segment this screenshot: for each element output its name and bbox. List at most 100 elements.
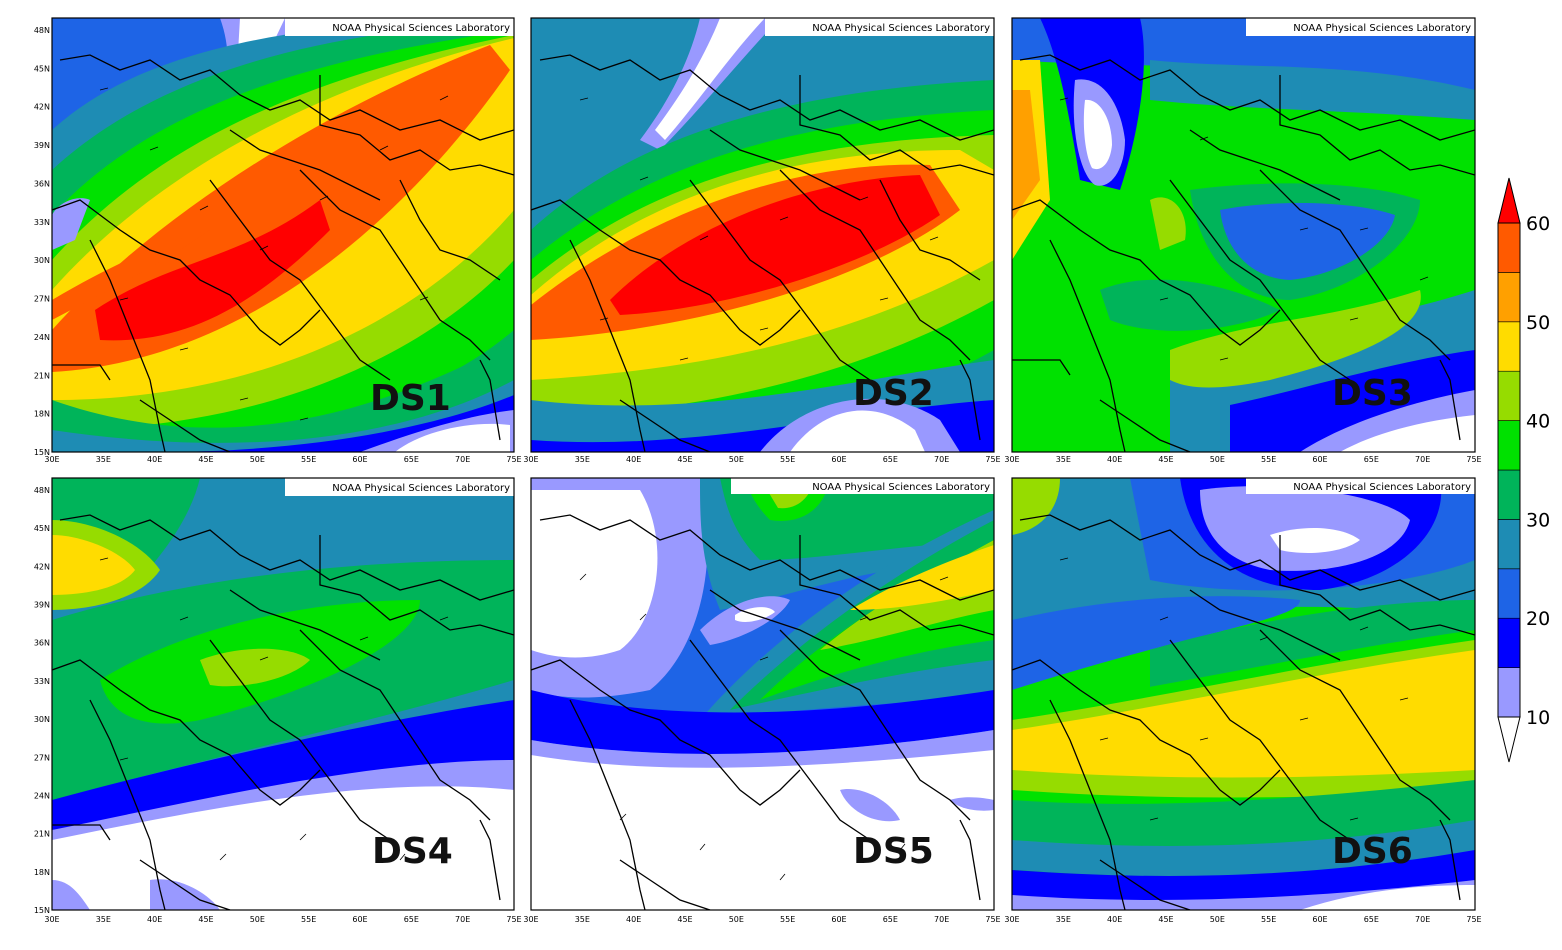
colorbar-swatch (1497, 469, 1521, 520)
panel-DS5-credit-box (731, 478, 994, 494)
panel-DS5-frame (530, 477, 995, 911)
lon-tick-label: 45E (1158, 455, 1173, 464)
colorbar-swatch (1497, 617, 1521, 668)
lon-tick-label: 40E (147, 455, 162, 464)
lat-tick-label: 39N (34, 601, 50, 610)
lon-tick-label: 40E (1107, 455, 1122, 464)
lat-tick-label: 48N (34, 486, 50, 495)
colorbar: 60 50 40 30 20 10 (1497, 177, 1550, 763)
lon-tick-label: 55E (1261, 915, 1276, 924)
lat-tick-label: 18N (34, 868, 50, 877)
lat-tick-label: 33N (34, 218, 50, 227)
lon-tick-label: 40E (147, 915, 162, 924)
colorbar-tick-label: 40 (1526, 411, 1550, 433)
lon-tick-label: 55E (780, 455, 795, 464)
lon-tick-label: 75E (1466, 915, 1481, 924)
lon-tick-label: 55E (1261, 455, 1276, 464)
colorbar-tick-label: 30 (1526, 509, 1550, 531)
panel-DS1-credit: NOAA Physical Sciences Laboratory (332, 23, 510, 34)
lat-tick-label: 21N (34, 371, 50, 380)
panel-DS3: NOAA Physical Sciences Laboratory DS3 (1011, 17, 1476, 453)
lon-tick-label: 45E (198, 915, 213, 924)
colorbar-min-arrow (1497, 716, 1521, 763)
lon-tick-label: 45E (677, 915, 692, 924)
panel-DS2-credit: NOAA Physical Sciences Laboratory (812, 23, 990, 34)
colorbar-swatch (1497, 222, 1521, 273)
colorbar-swatch (1497, 568, 1521, 619)
colorbar-tick-label: 60 (1526, 213, 1550, 235)
lon-tick-label: 30E (1004, 915, 1019, 924)
panel-DS3-credit: NOAA Physical Sciences Laboratory (1293, 23, 1471, 34)
lon-tick-label: 65E (404, 915, 419, 924)
lat-tick-label: 18N (34, 410, 50, 419)
lon-tick-label: 75E (985, 455, 1000, 464)
lat-tick-label: 27N (34, 753, 50, 762)
panel-DS2-boundaries (531, 54, 994, 452)
panel-DS1-frame (51, 17, 515, 453)
lat-tick-label: 33N (34, 677, 50, 686)
lat-tick-label: 24N (34, 791, 50, 800)
panel-DS5: NOAA Physical Sciences Laboratory DS5 (530, 477, 995, 911)
lat-tick-label: 15N (34, 448, 50, 457)
lat-tick-label: 42N (34, 562, 50, 571)
colorbar-swatches (1497, 222, 1521, 718)
lat-tick-label: 30N (34, 715, 50, 724)
lon-tick-label: 35E (1056, 915, 1071, 924)
lat-tick-label: 39N (34, 141, 50, 150)
panel-DS3-frame (1011, 17, 1476, 453)
colorbar-frame (1497, 222, 1521, 718)
panel-DS3-credit-box (1246, 18, 1475, 36)
lat-tick-label: 45N (34, 64, 50, 73)
lon-tick-label: 35E (96, 455, 111, 464)
panel-DS1-wind-arrows (99, 87, 449, 421)
lon-tick-label: 50E (729, 915, 744, 924)
lon-tick-label: 55E (780, 915, 795, 924)
panel-DS1: NOAA Physical Sciences Laboratory DS1 (51, 17, 515, 453)
colorbar-swatch (1497, 667, 1521, 718)
lon-tick-label: 70E (1415, 915, 1430, 924)
lon-tick-label: 70E (934, 455, 949, 464)
lon-tick-label: 45E (1158, 915, 1173, 924)
lon-tick-label: 50E (250, 915, 265, 924)
colorbar-tick-label: 20 (1526, 608, 1550, 630)
panel-DS3-boundaries (1012, 54, 1475, 452)
lon-tick-label: 70E (455, 915, 470, 924)
panel-DS4-label: DS4 (372, 831, 453, 872)
panel-DS1-field (52, 18, 514, 452)
lon-tick-label: 60E (831, 455, 846, 464)
panel-DS4-boundaries (52, 514, 514, 910)
colorbar-swatch (1497, 420, 1521, 471)
lon-tick-label: 60E (352, 455, 367, 464)
colorbar-swatch (1497, 321, 1521, 372)
lon-tick-label: 75E (1466, 455, 1481, 464)
lon-tick-label: 50E (1210, 915, 1225, 924)
lon-tick-label: 45E (677, 455, 692, 464)
lon-tick-label: 65E (1364, 915, 1379, 924)
lon-tick-label: 65E (883, 455, 898, 464)
panel-DS2-label: DS2 (853, 373, 934, 414)
lon-tick-label: 75E (985, 915, 1000, 924)
colorbar-swatch (1497, 370, 1521, 421)
lat-tick-label: 21N (34, 830, 50, 839)
lon-tick-label: 65E (883, 915, 898, 924)
panel-DS5-credit: NOAA Physical Sciences Laboratory (812, 482, 990, 493)
lat-tick-label: 15N (34, 906, 50, 915)
colorbar-max-arrow (1497, 177, 1521, 224)
panel-DS5-field (531, 478, 994, 910)
panel-DS6-wind-arrows (1059, 557, 1409, 821)
panel-DS1-boundaries (52, 54, 514, 452)
panel-DS4-credit: NOAA Physical Sciences Laboratory (332, 483, 510, 494)
panel-DS5-boundaries (531, 514, 994, 910)
lon-tick-label: 35E (96, 915, 111, 924)
lon-tick-label: 65E (404, 455, 419, 464)
panel-DS4-field (52, 478, 514, 910)
lon-tick-label: 40E (626, 455, 641, 464)
panel-DS5-label: DS5 (853, 831, 934, 872)
lat-tick-label: 36N (34, 639, 50, 648)
lon-tick-label: 45E (198, 455, 213, 464)
lon-tick-label: 70E (455, 455, 470, 464)
lat-tick-label: 24N (34, 333, 50, 342)
panel-DS6-frame (1011, 477, 1476, 911)
lat-tick-label: 42N (34, 103, 50, 112)
lon-tick-label: 50E (1210, 455, 1225, 464)
